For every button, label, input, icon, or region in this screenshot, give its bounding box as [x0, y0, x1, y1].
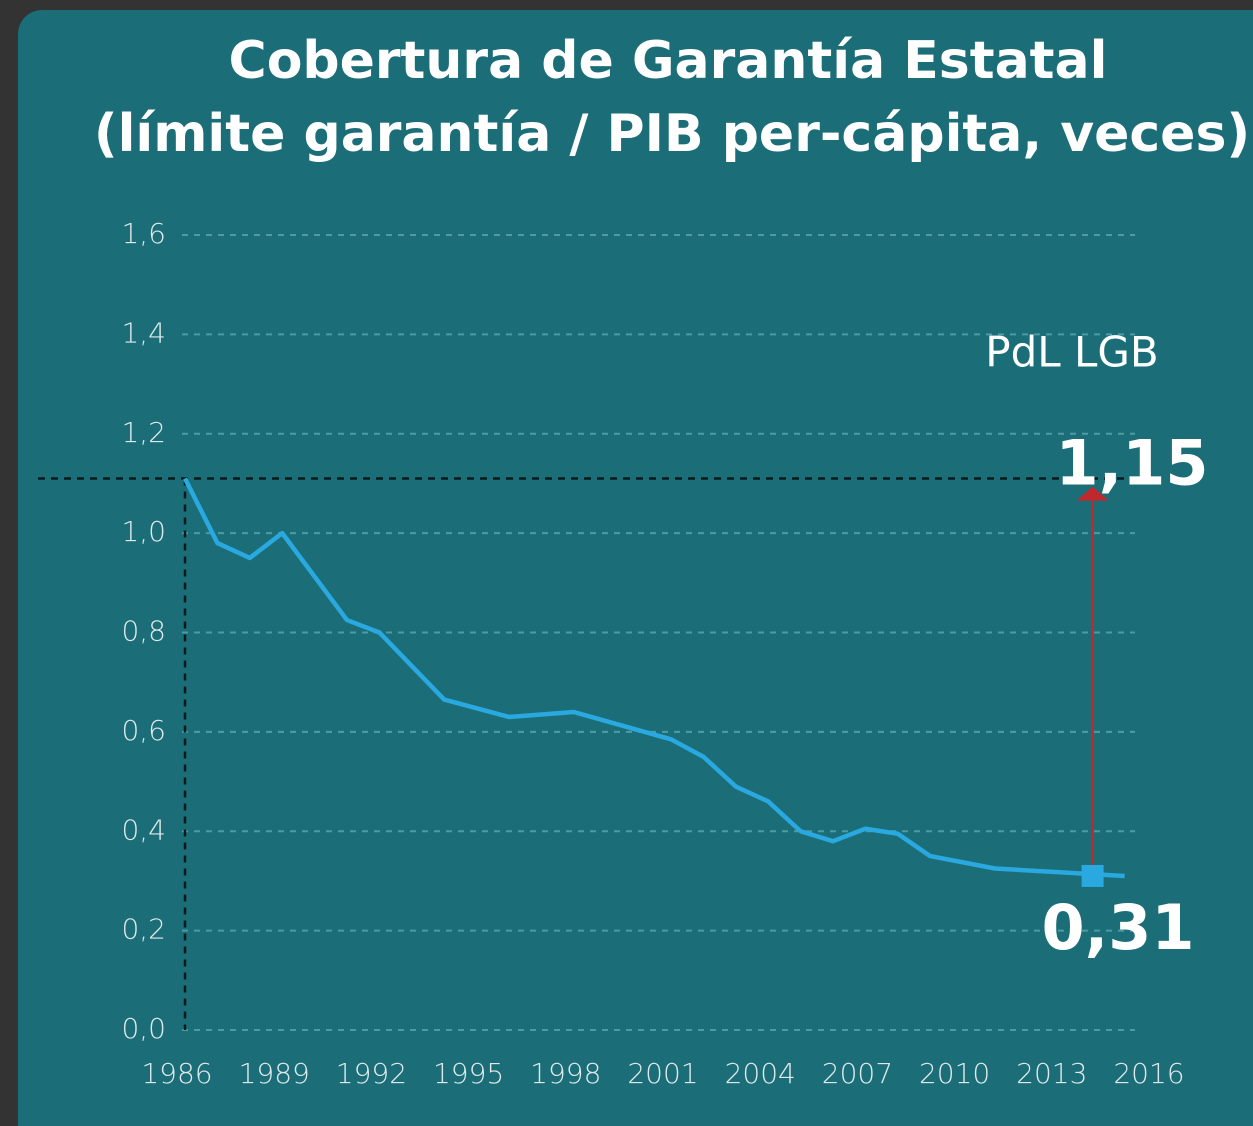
y-tick-label: 0,0 — [121, 1012, 166, 1045]
target-label: PdL LGB — [985, 328, 1159, 377]
x-tick-label: 1998 — [530, 1057, 601, 1090]
target-value-label: 1,15 — [1056, 427, 1209, 500]
chart-subtitle: (límite garantía / PIB per-cápita, veces… — [94, 104, 1250, 164]
card — [18, 10, 1253, 1126]
y-tick-label: 1,2 — [121, 416, 166, 449]
x-tick-label: 2004 — [725, 1057, 796, 1090]
x-tick-label: 1992 — [336, 1057, 407, 1090]
y-tick-label: 1,0 — [121, 515, 166, 548]
target-arrowhead — [1076, 486, 1109, 501]
x-tick-label: 1986 — [141, 1057, 212, 1090]
x-tick-label: 2010 — [919, 1057, 990, 1090]
x-tick-label: 2001 — [627, 1057, 698, 1090]
chart-title: Cobertura de Garantía Estatal — [229, 31, 1108, 91]
y-tick-label: 0,6 — [121, 714, 166, 747]
y-tick-label: 1,4 — [121, 316, 166, 349]
end-point — [1081, 864, 1104, 887]
x-tick-label: 2007 — [822, 1057, 893, 1090]
x-tick-label: 1995 — [433, 1057, 504, 1090]
data-line — [182, 477, 1125, 879]
y-tick-label: 0,2 — [121, 913, 166, 946]
x-tick-label: 2013 — [1016, 1057, 1087, 1090]
y-tick-label: 0,4 — [121, 813, 166, 846]
data-label: 0,31 — [1042, 891, 1195, 964]
y-tick-label: 0,8 — [121, 615, 166, 648]
y-tick-label: 1,6 — [121, 217, 166, 250]
x-tick-label: 1989 — [239, 1057, 310, 1090]
x-tick-label: 2016 — [1113, 1057, 1184, 1090]
